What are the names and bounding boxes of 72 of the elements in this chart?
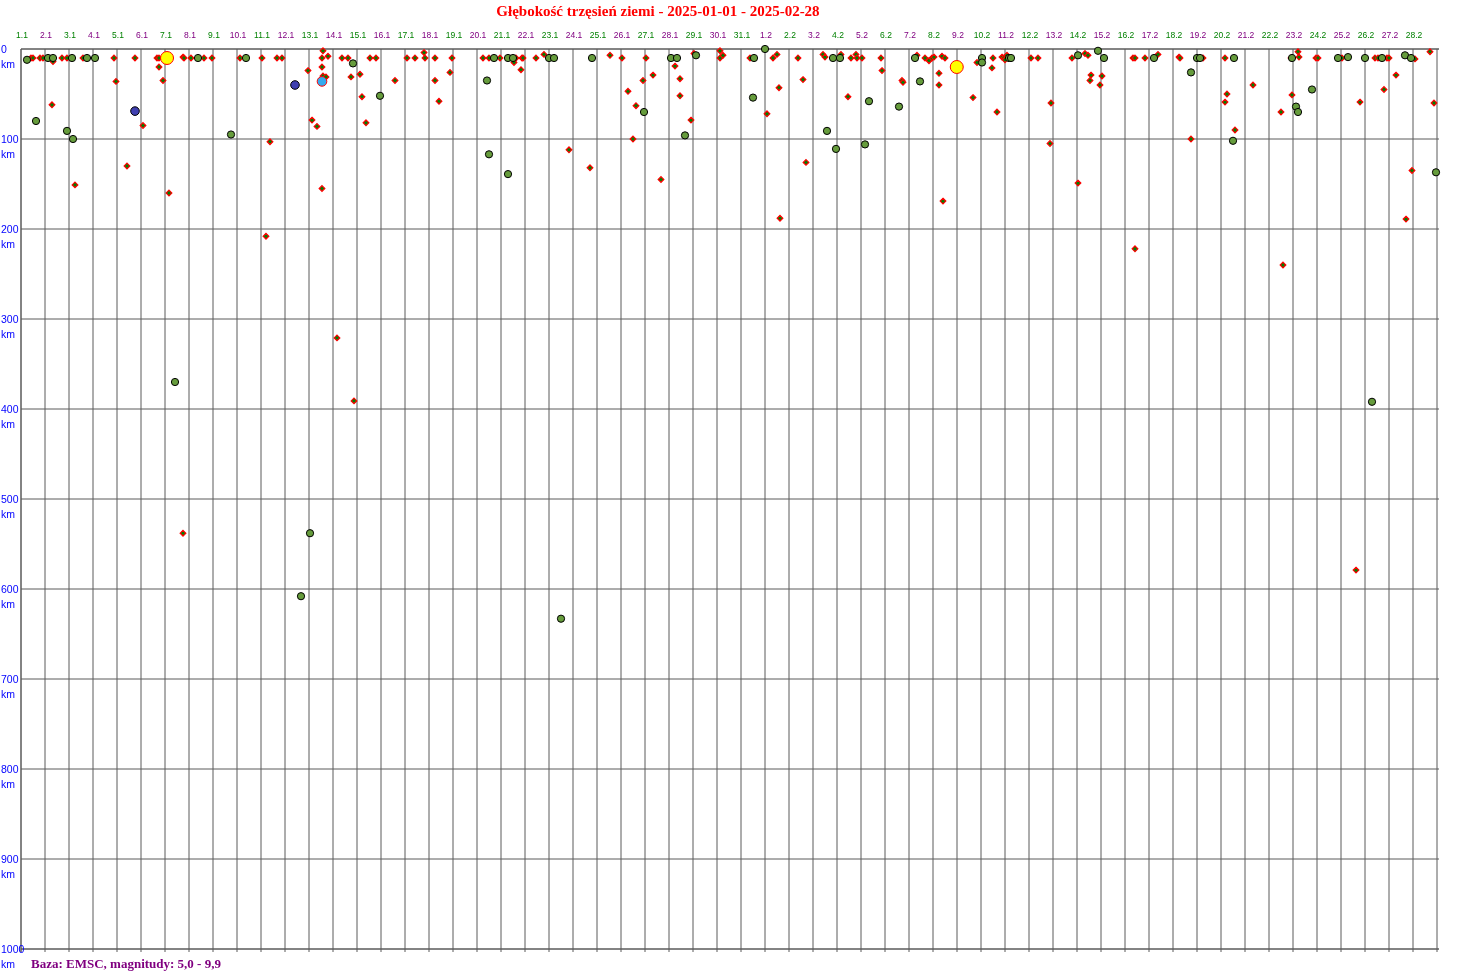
y-tick-label: 700 km: [1, 673, 19, 700]
x-tick-label: 12.2: [1021, 30, 1039, 40]
y-tick-label: 500 km: [1, 493, 19, 520]
x-tick-label: 1.2: [760, 30, 773, 40]
x-tick-label: 2.2: [784, 30, 797, 40]
y-tick-label: 1000 km: [1, 943, 25, 970]
x-tick-label: 2.1: [40, 30, 53, 40]
x-tick-label: 14.2: [1069, 30, 1087, 40]
x-tick-label: 5.2: [856, 30, 869, 40]
x-tick-label: 7.2: [904, 30, 917, 40]
x-tick-label: 12.1: [277, 30, 295, 40]
x-tick-label: 21.1: [493, 30, 511, 40]
x-tick-label: 30.1: [709, 30, 727, 40]
x-tick-label: 13.1: [301, 30, 319, 40]
x-tick-label: 29.1: [685, 30, 703, 40]
x-tick-label: 1.1: [16, 30, 29, 40]
x-tick-label: 28.2: [1405, 30, 1423, 40]
x-tick-label: 27.2: [1381, 30, 1399, 40]
x-tick-label: 24.1: [565, 30, 583, 40]
x-tick-label: 14.1: [325, 30, 343, 40]
x-tick-label: 6.2: [880, 30, 893, 40]
x-tick-label: 10.1: [229, 30, 247, 40]
x-tick-label: 13.2: [1045, 30, 1063, 40]
x-tick-label: 21.2: [1237, 30, 1255, 40]
x-tick-label: 23.2: [1285, 30, 1303, 40]
x-tick-label: 17.1: [397, 30, 415, 40]
x-tick-label: 19.2: [1189, 30, 1207, 40]
x-tick-label: 27.1: [637, 30, 655, 40]
x-tick-label: 22.1: [517, 30, 535, 40]
x-tick-label: 7.1: [160, 30, 173, 40]
x-tick-label: 25.1: [589, 30, 607, 40]
x-tick-label: 16.1: [373, 30, 391, 40]
x-tick-label: 15.1: [349, 30, 367, 40]
x-tick-label: 23.1: [541, 30, 559, 40]
x-tick-label: 31.1: [733, 30, 751, 40]
y-tick-label: 600 km: [1, 583, 19, 610]
x-tick-label: 24.2: [1309, 30, 1327, 40]
x-tick-label: 20.2: [1213, 30, 1231, 40]
x-tick-label: 25.2: [1333, 30, 1351, 40]
y-tick-label: 300 km: [1, 313, 19, 340]
x-tick-label: 18.1: [421, 30, 439, 40]
x-tick-label: 8.2: [928, 30, 941, 40]
x-tick-label: 4.2: [832, 30, 845, 40]
x-tick-label: 16.2: [1117, 30, 1135, 40]
x-tick-label: 3.1: [64, 30, 77, 40]
y-tick-label: 400 km: [1, 403, 19, 430]
x-tick-label: 11.1: [254, 30, 271, 40]
x-tick-label: 9.2: [952, 30, 965, 40]
x-tick-label: 15.2: [1093, 30, 1111, 40]
x-tick-label: 19.1: [445, 30, 463, 40]
x-tick-label: 20.1: [469, 30, 487, 40]
x-tick-label: 17.2: [1141, 30, 1159, 40]
x-tick-label: 3.2: [808, 30, 821, 40]
x-tick-label: 11.2: [998, 30, 1015, 40]
x-tick-label: 28.1: [661, 30, 679, 40]
x-tick-label: 6.1: [136, 30, 149, 40]
x-tick-label: 10.2: [973, 30, 991, 40]
x-tick-label: 22.2: [1261, 30, 1279, 40]
y-tick-label: 800 km: [1, 763, 19, 790]
x-tick-label: 9.1: [208, 30, 221, 40]
x-tick-label: 4.1: [88, 30, 101, 40]
y-tick-label: 900 km: [1, 853, 19, 880]
y-tick-label: 200 km: [1, 223, 19, 250]
x-tick-label: 5.1: [112, 30, 125, 40]
y-tick-label: 100 km: [1, 133, 19, 160]
x-tick-label: 26.1: [613, 30, 631, 40]
chart-title: Głębokość trzęsień ziemi - 2025-01-01 - 2025-02-28: [496, 3, 820, 19]
text: Baza: EMSC, magnitudy: 5,0 - 9,9: [31, 956, 222, 971]
x-tick-label: 26.2: [1357, 30, 1375, 40]
x-tick-label: 18.2: [1165, 30, 1183, 40]
x-tick-label: 8.1: [184, 30, 197, 40]
y-tick-label: 0 km: [1, 43, 16, 70]
